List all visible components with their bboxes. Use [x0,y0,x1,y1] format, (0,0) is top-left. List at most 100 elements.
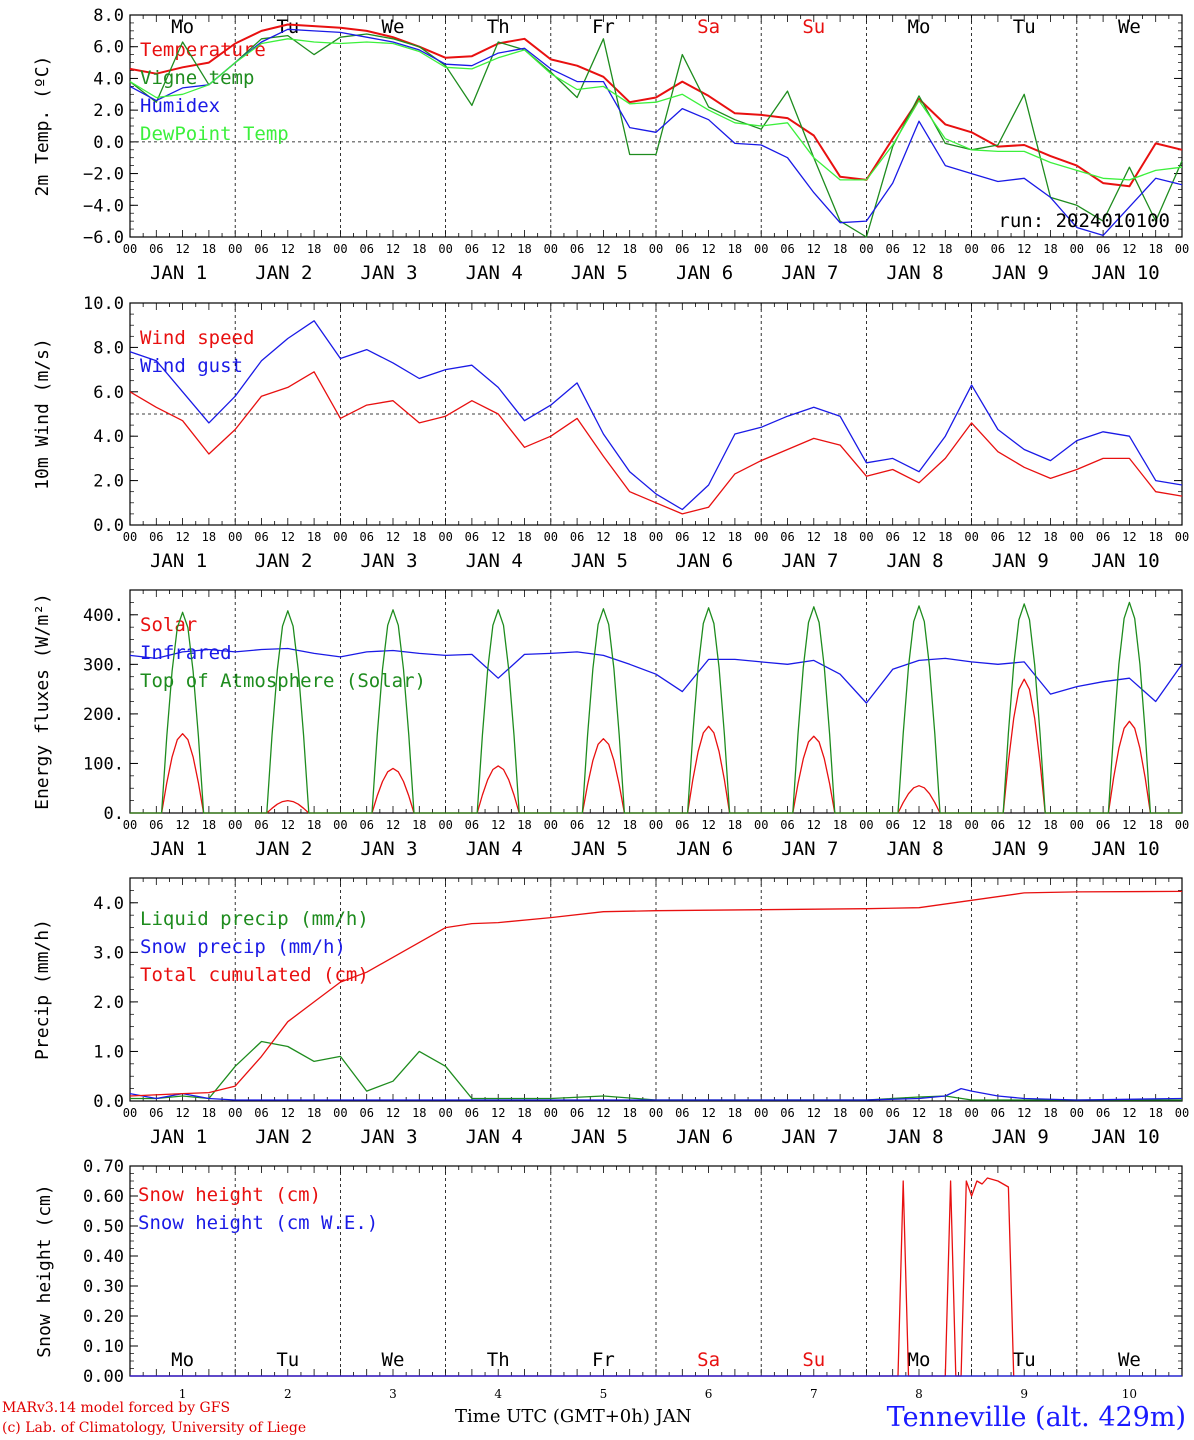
hour-tick-label: 00 [123,242,137,256]
hour-tick-label: 12 [386,818,400,832]
hour-tick-label: 12 [701,530,715,544]
hour-tick-label: 06 [885,242,899,256]
hour-tick-label: 00 [964,1106,978,1120]
date-label: JAN 7 [781,838,838,860]
hour-tick-label: 12 [701,818,715,832]
hour-tick-label: 12 [1017,242,1031,256]
hour-tick-label: 18 [728,242,742,256]
hour-tick-label: 00 [649,818,663,832]
legend-entry: Total cumulated (cm) [140,964,369,986]
hour-tick-label: 06 [780,530,794,544]
series-line-wind-speed [129,371,1183,515]
hour-tick-label: 06 [465,818,479,832]
y-axis-label: 2m Temp. (ºC) [32,56,53,197]
series-line-total-cumulated-cm- [129,890,1183,1097]
day-number-label: 6 [705,1387,713,1401]
y-tick-label: 300. [83,655,124,675]
hour-tick-label: 12 [281,530,295,544]
y-tick-label: 0.50 [83,1217,124,1237]
hour-tick-label: 00 [964,530,978,544]
panel-3: 400. 300. 200. 100. 0. Energy fluxes (W/m²) 00… [32,589,1189,860]
date-label: JAN 7 [781,262,838,284]
y-tick-label: 0.0 [93,1092,124,1112]
date-label: JAN 10 [1091,838,1160,860]
series-line-vigne-temp [129,33,1183,238]
hour-tick-label: 18 [1043,242,1057,256]
hour-tick-label: 00 [438,242,452,256]
legend-entry: Humidex [140,95,220,117]
y-axis-label: Precip (mm/h) [32,919,53,1060]
y-tick-label: 4.0 [93,894,124,914]
day-number-label: 1 [179,1387,187,1401]
date-label: JAN 5 [571,550,628,572]
series-line-snow-precip-mm-h- [129,1087,1183,1101]
hour-tick-label: 06 [780,242,794,256]
hour-tick-label: 06 [885,1106,899,1120]
legend-entry: Wind gust [140,355,243,377]
legend-entry: Snow height (cm W.E.) [138,1212,378,1234]
hour-tick-label: 18 [202,530,216,544]
date-label: JAN 9 [992,550,1049,572]
hour-tick-label: 18 [728,818,742,832]
date-label: JAN 9 [992,1126,1049,1148]
panel-1: 8.0 6.0 4.0 2.0 0.0 −2.0 −4.0 −6.0 2m Temp. (ºC)… [32,6,1189,284]
legend-entry: Infrared [140,642,232,664]
hour-tick-label: 00 [333,818,347,832]
hour-tick-label: 12 [491,530,505,544]
hour-tick-label: 06 [149,818,163,832]
weekday-label: We [382,1349,405,1371]
y-axis-label: 10m Wind (m/s) [32,338,53,490]
y-tick-label: 4.0 [93,427,124,447]
y-tick-label: −6.0 [83,228,124,248]
y-tick-label: 200. [83,705,124,725]
hour-tick-label: 06 [1096,1106,1110,1120]
hour-tick-label: 00 [1175,530,1189,544]
weekday-label: Th [487,16,510,38]
hour-tick-label: 06 [885,530,899,544]
hour-tick-label: 00 [1070,242,1084,256]
weekday-label: We [382,16,405,38]
hour-tick-label: 12 [491,242,505,256]
panel-4: 4.0 3.0 2.0 1.0 0.0 Precip (mm/h) 00 06 12 18 JAN … [32,877,1189,1148]
hour-tick-label: 00 [123,530,137,544]
hour-tick-label: 12 [281,1106,295,1120]
hour-tick-label: 18 [622,818,636,832]
run-annotation: run: 2024010100 [998,210,1170,232]
hour-tick-label: 18 [1043,818,1057,832]
hour-tick-label: 06 [254,818,268,832]
weekday-label: We [1118,1349,1141,1371]
date-label: JAN 1 [150,1126,207,1148]
hour-tick-label: 18 [412,242,426,256]
date-label: JAN 3 [360,838,417,860]
hour-tick-label: 06 [570,818,584,832]
hour-tick-label: 12 [701,1106,715,1120]
series-line-top-of-atmosphere-solar- [130,601,1182,814]
hour-tick-label: 18 [622,242,636,256]
hour-tick-label: 06 [675,1106,689,1120]
y-tick-label: 0.20 [83,1307,124,1327]
hour-tick-label: 06 [465,530,479,544]
hour-tick-label: 00 [228,530,242,544]
day-number-label: 2 [284,1387,292,1401]
hour-tick-label: 18 [622,530,636,544]
hour-tick-label: 12 [1122,242,1136,256]
day-number-label: 9 [1020,1387,1028,1401]
hour-tick-label: 18 [938,530,952,544]
hour-tick-label: 12 [912,1106,926,1120]
y-tick-label: 2.0 [93,101,124,121]
y-tick-label: 0.70 [83,1157,124,1177]
hour-tick-label: 12 [491,1106,505,1120]
hour-tick-label: 00 [1070,530,1084,544]
hour-tick-label: 12 [596,1106,610,1120]
x-axis-label: Time UTC (GMT+0h) JAN [455,1406,692,1427]
hour-tick-label: 06 [1096,818,1110,832]
hour-tick-label: 06 [359,530,373,544]
hour-tick-label: 06 [675,818,689,832]
hour-tick-label: 00 [649,242,663,256]
hour-tick-label: 18 [1148,530,1162,544]
date-label: JAN 1 [150,550,207,572]
date-label: JAN 7 [781,550,838,572]
y-tick-label: 8.0 [93,338,124,358]
y-tick-label: 3.0 [93,943,124,963]
weekday-label: Sa [697,1349,720,1371]
